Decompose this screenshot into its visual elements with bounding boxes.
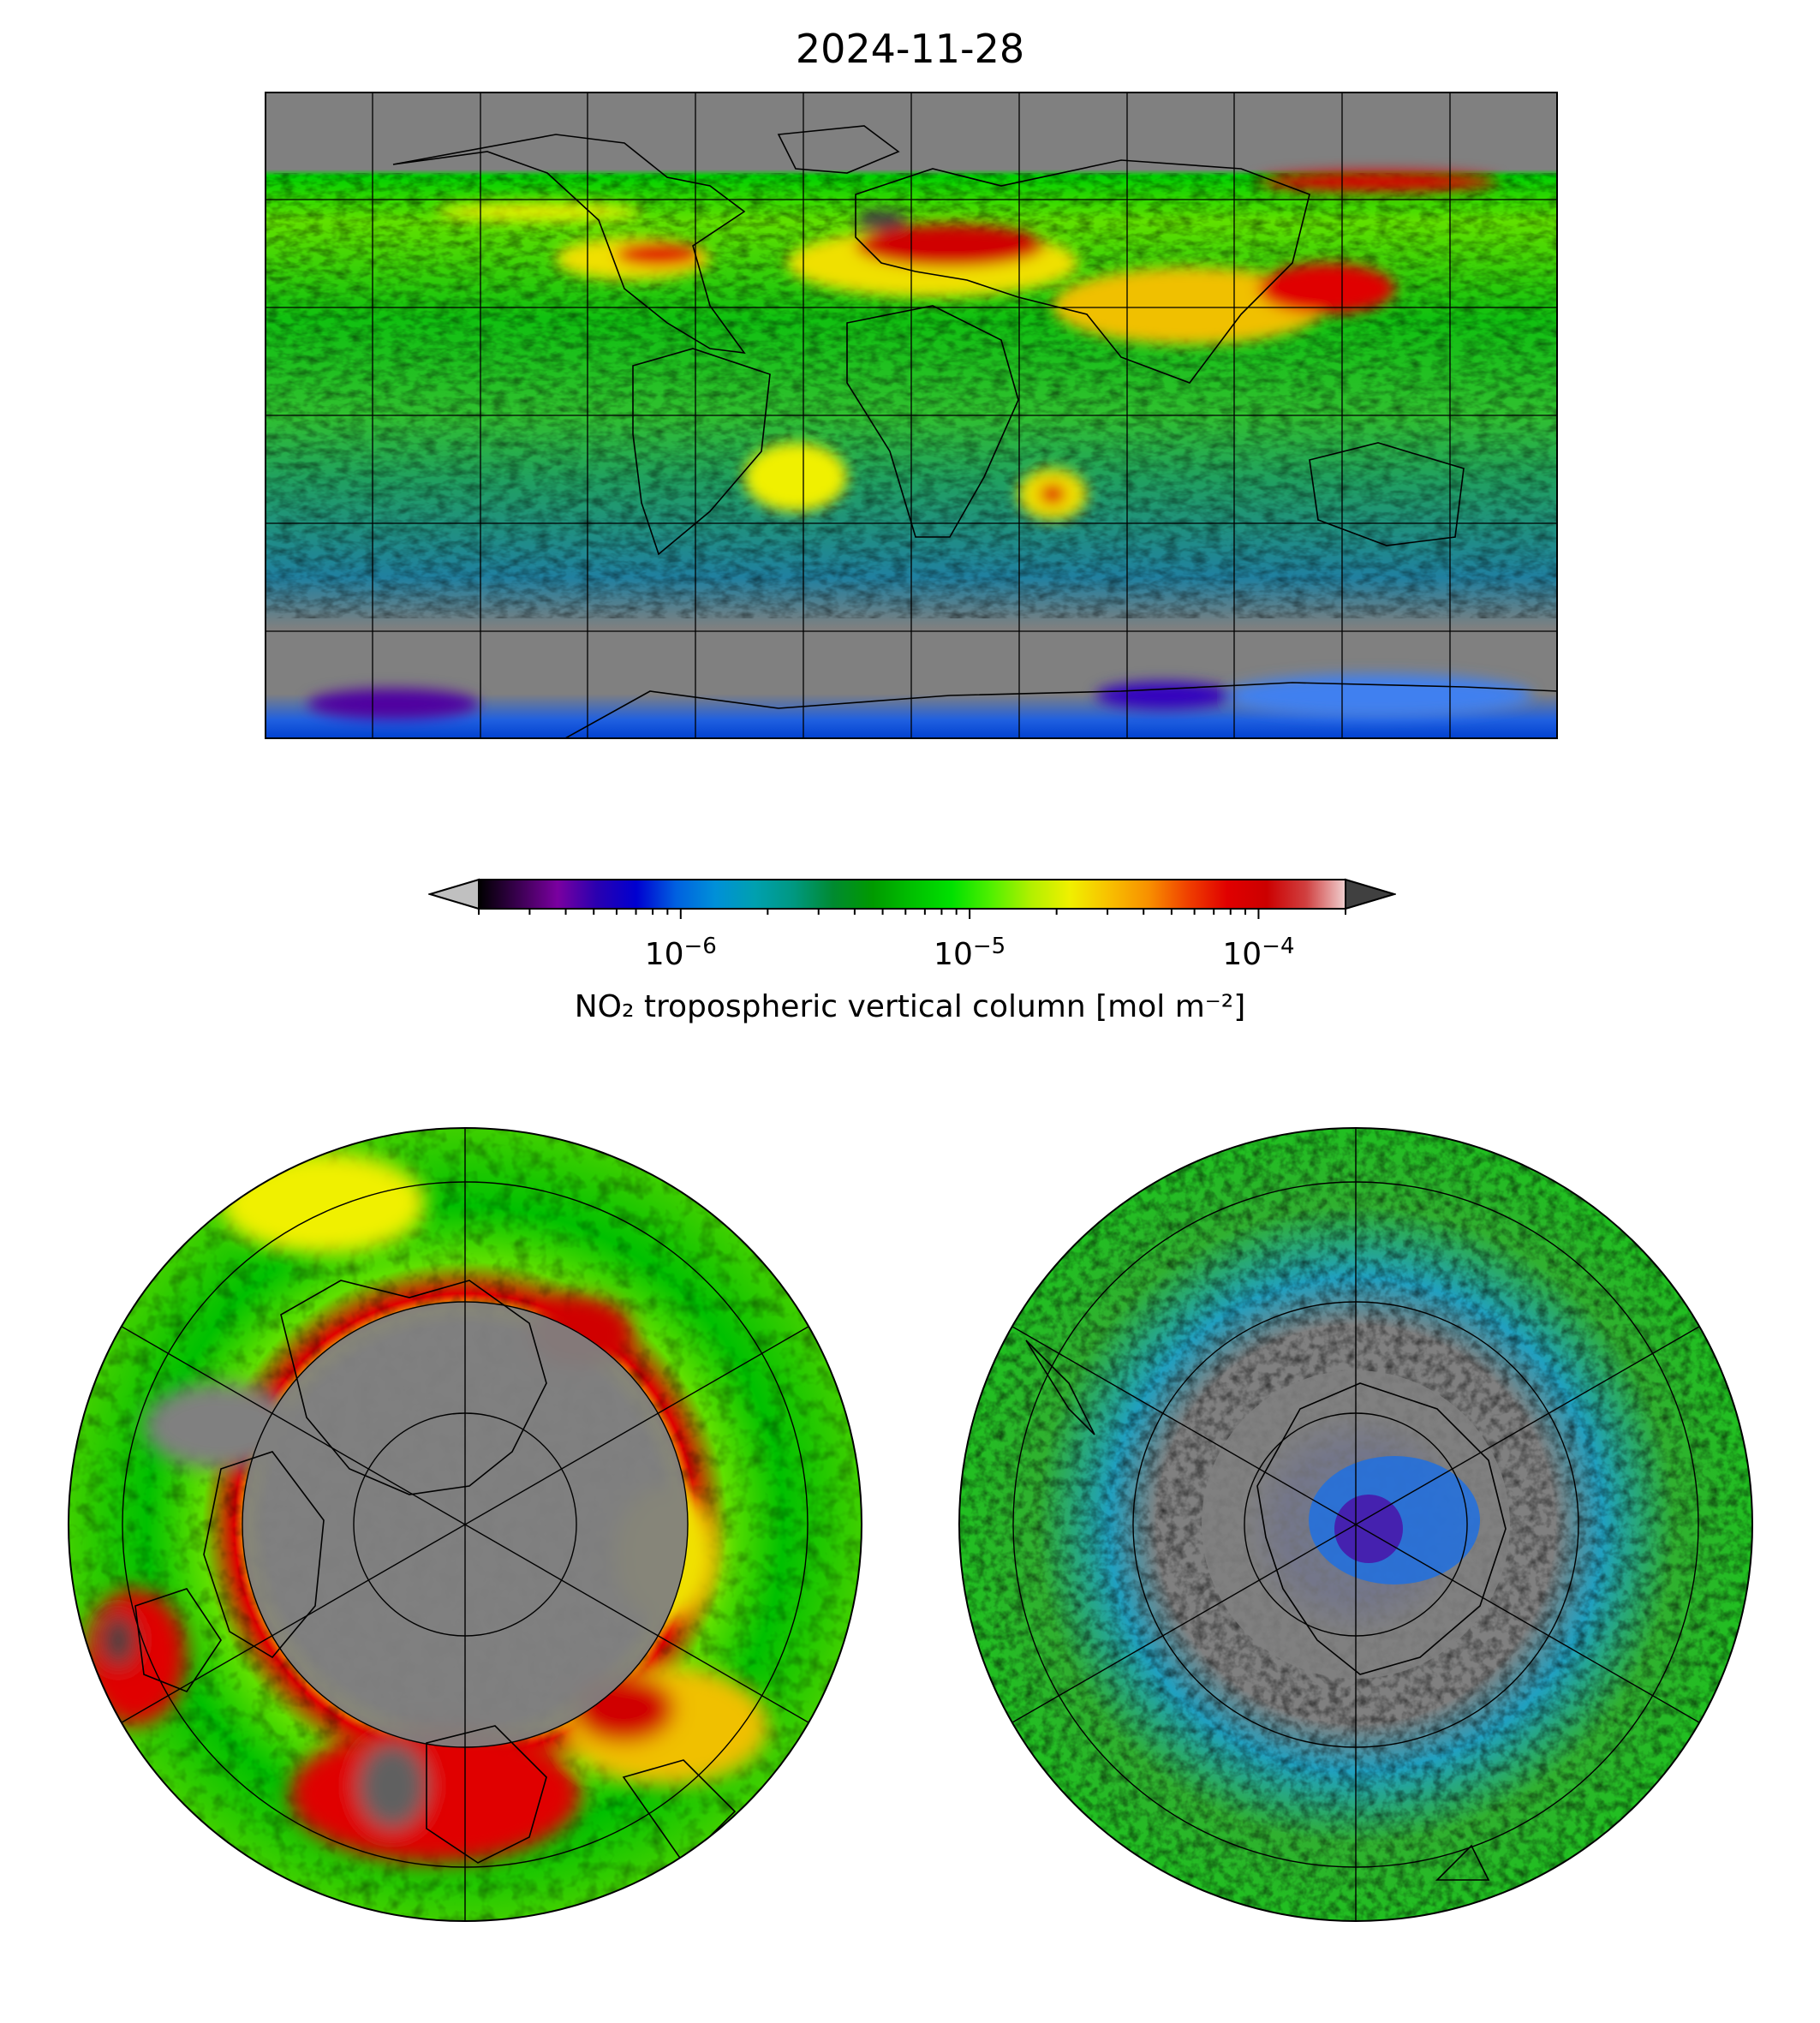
colorbar-bar xyxy=(478,879,1346,910)
global-map xyxy=(265,92,1558,739)
south-polar-map xyxy=(958,1126,1754,1923)
north-polar-map xyxy=(67,1126,863,1923)
colorbar xyxy=(428,865,1396,1036)
colorbar-over-triangle xyxy=(1345,878,1396,910)
figure-title: 2024-11-28 xyxy=(795,26,1025,72)
colorbar-tick-label: 10−5 xyxy=(934,934,1006,972)
colorbar-tick-label: 10−4 xyxy=(1222,934,1295,972)
colorbar-label: NO₂ tropospheric vertical column [mol m⁻… xyxy=(574,989,1246,1024)
colorbar-tick-label: 10−6 xyxy=(644,934,717,972)
colorbar-under-triangle xyxy=(428,878,480,910)
